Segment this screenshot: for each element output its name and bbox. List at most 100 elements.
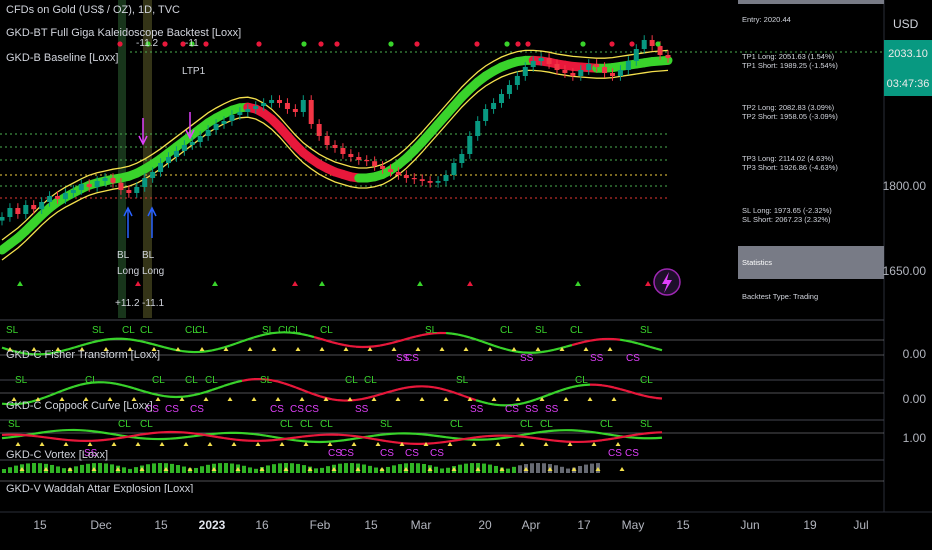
candle-body [641, 40, 647, 49]
vortex-plus-line [7, 435, 15, 439]
vortex-minus-line [385, 439, 393, 444]
candle-body [221, 121, 227, 124]
fisher-line [517, 350, 525, 354]
coppock-value: 0.00 [902, 392, 926, 406]
signal-label-cl: CL [195, 325, 208, 336]
candle-body [348, 154, 354, 157]
candle-body [173, 151, 179, 157]
pane-triangle [151, 347, 157, 351]
candle-body [70, 190, 76, 193]
time-label-dec: Dec [90, 518, 112, 532]
waddah-bar [434, 466, 438, 473]
fisher-line [379, 343, 387, 347]
waddah-bar [398, 464, 402, 473]
signal-label-cs: CS [190, 404, 204, 415]
fisher-line [559, 345, 567, 350]
marker-long-1: Long [117, 266, 140, 277]
vortex-minus-line [607, 437, 615, 441]
coppock-line [493, 403, 501, 407]
waddah-bar [128, 468, 132, 473]
vortex-plus-line [91, 430, 99, 433]
sub-indicator-coppock[interactable]: GKD-C Coppock Curve [Loxx] [6, 400, 153, 412]
marker-top-value-1: -11.2 [136, 38, 159, 49]
fisher-line [25, 352, 33, 356]
vortex-minus-line [475, 435, 483, 439]
candle-body [491, 103, 497, 109]
sub-indicator-fisher[interactable]: GKD-C Fisher Transform [Loxx] [6, 349, 161, 361]
fisher-line [457, 333, 465, 337]
pane-triangle [139, 467, 145, 471]
signal-dot [414, 41, 420, 47]
indicator-label-backtest[interactable]: GKD-BT Full Giga Kaleidoscope Backtest [… [6, 27, 242, 39]
candle-body [562, 70, 568, 73]
waddah-bar [506, 468, 510, 473]
waddah-bar [296, 463, 300, 473]
signal-dot [145, 41, 151, 47]
coppock-line [409, 385, 417, 389]
pane-triangle [559, 347, 565, 351]
pane-triangle [491, 397, 497, 401]
signal-dot [655, 41, 661, 47]
fisher-line [223, 344, 231, 349]
coppock-line [559, 387, 567, 392]
coppock-line [223, 382, 231, 387]
pane-triangle [615, 442, 621, 446]
sub-indicator-vortex[interactable]: GKD-C Vortex [Loxx] [6, 449, 109, 461]
time-label-may: May [621, 518, 645, 532]
coppock-line [649, 395, 657, 400]
baseline-lower-band [1, 69, 669, 261]
tp2-long-text: TP2 Long: 2082.83 (3.09%) [742, 103, 835, 112]
candle-body [514, 76, 520, 85]
candle-body [570, 73, 576, 76]
pane-triangle [607, 347, 613, 351]
signal-dot [301, 41, 307, 47]
signal-triangle [575, 281, 581, 286]
vortex-minus-line [595, 439, 603, 443]
vortex-plus-line [493, 437, 501, 441]
vortex-minus-line [121, 435, 129, 439]
vortex-minus-line [25, 434, 33, 437]
coppock-line [55, 389, 63, 395]
coppock-line [481, 400, 489, 405]
candle-body [364, 160, 370, 162]
vortex-minus-line [205, 434, 213, 438]
candle-body [269, 100, 275, 103]
coppock-line [595, 383, 603, 387]
vortex-minus-line [535, 437, 543, 441]
pane-triangle [547, 467, 553, 471]
pane-triangle [511, 347, 517, 351]
vortex-plus-line [499, 436, 507, 440]
pane-triangle [419, 397, 425, 401]
candle-body [110, 178, 116, 183]
candle-body [229, 115, 235, 121]
vortex-value: 1.00 [902, 431, 926, 445]
currency-label[interactable]: USD [893, 17, 919, 31]
coppock-line [655, 396, 663, 400]
pane-triangle [323, 397, 329, 401]
sl-short-text: SL Short: 2067.23 (2.32%) [742, 215, 831, 224]
signal-triangle [467, 281, 473, 286]
fisher-line [619, 338, 627, 342]
coppock-line [247, 378, 255, 381]
pane-triangle [519, 442, 525, 446]
vortex-minus-line [541, 437, 549, 441]
pane-triangle [471, 442, 477, 446]
vortex-minus-line [223, 436, 231, 441]
pane-triangle [343, 347, 349, 351]
fisher-line [481, 340, 489, 345]
candle-body [538, 58, 544, 61]
pane-triangle [391, 347, 397, 351]
pane-triangle [259, 467, 265, 471]
indicator-label-baseline[interactable]: GKD-B Baseline [Loxx] [6, 52, 119, 64]
vortex-minus-line [481, 434, 489, 438]
vortex-minus-line [193, 432, 201, 436]
coppock-line [433, 386, 441, 390]
signal-label-ss: SS [525, 404, 539, 415]
candle-body [300, 100, 306, 112]
waddah-bar [152, 463, 156, 473]
waddah-bar [248, 467, 252, 473]
fisher-line [205, 349, 213, 353]
coppock-line [295, 386, 303, 391]
signal-label-ss: SS [396, 353, 410, 364]
sub-indicator-waddah[interactable]: GKD-V Waddah Attar Explosion [Loxx] [6, 483, 194, 493]
